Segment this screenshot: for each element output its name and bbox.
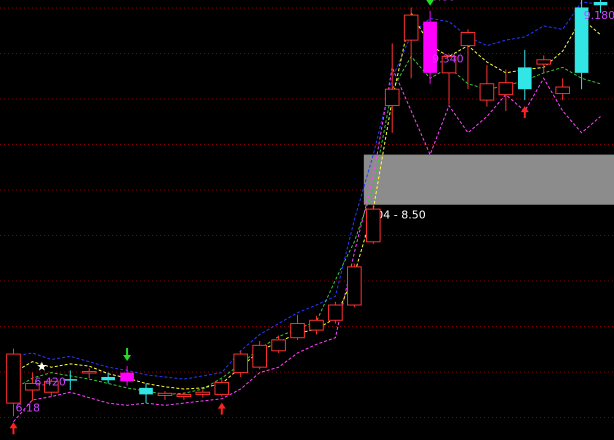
- candle-body: [157, 392, 173, 396]
- price-labels: 6.18 6.420 9.340 9.180 ?.80: [15, 0, 614, 414]
- candle-body: [233, 353, 249, 374]
- price-label: 6.420: [34, 375, 66, 388]
- zone-label: 8.04 - 8.50: [366, 209, 426, 222]
- zone-rect: [363, 154, 614, 205]
- candle-body: [517, 67, 532, 90]
- upper-band-line: [13, 1, 601, 380]
- candle-body: [479, 83, 495, 101]
- candle-body: [81, 371, 97, 374]
- inner-line: [13, 55, 601, 395]
- down-arrow-icon: [426, 0, 434, 6]
- candle-body: [139, 387, 153, 395]
- candle-body: [574, 7, 589, 73]
- indicator-lines: [13, 1, 601, 423]
- candle-body: [6, 353, 21, 404]
- candle-body: [120, 372, 134, 382]
- candle-body: [328, 304, 343, 321]
- candle-body: [536, 59, 552, 65]
- candle-body: [555, 86, 570, 95]
- star-icon: [37, 361, 47, 371]
- candle-body: [441, 56, 457, 74]
- candle-body: [498, 82, 514, 96]
- candle-body: [423, 21, 437, 73]
- candle-body: [195, 391, 211, 395]
- lower-band-line: [13, 65, 601, 423]
- candle-body: [44, 380, 59, 393]
- candle-body: [25, 383, 40, 391]
- candle-body: [309, 319, 324, 331]
- price-label: 9.340: [432, 53, 464, 66]
- candle-body: [403, 14, 419, 41]
- up-arrow-icon: [520, 106, 529, 119]
- candle-body: [365, 208, 381, 243]
- candles: [6, 0, 608, 417]
- candle-body: [252, 344, 267, 368]
- mid-line: [13, 11, 601, 390]
- candle-body: [271, 339, 286, 352]
- up-arrow-icon: [9, 422, 18, 435]
- candle-body: [176, 393, 192, 398]
- candle-body: [214, 381, 230, 395]
- candle-body: [101, 376, 115, 381]
- candle-body: [593, 2, 608, 6]
- candle-body: [384, 88, 400, 107]
- price-label: 9.180: [584, 9, 614, 22]
- markers: [9, 0, 529, 435]
- up-arrow-icon: [217, 402, 226, 415]
- candle-body: [63, 379, 78, 381]
- candle-body: [347, 266, 362, 306]
- candle-body: [460, 32, 476, 47]
- down-arrow-icon: [123, 348, 132, 362]
- price-label: ?.80: [432, 0, 455, 4]
- price-zone: 8.04 - 8.50: [363, 154, 614, 222]
- candle-body: [290, 323, 305, 339]
- price-label: 6.18: [15, 401, 40, 414]
